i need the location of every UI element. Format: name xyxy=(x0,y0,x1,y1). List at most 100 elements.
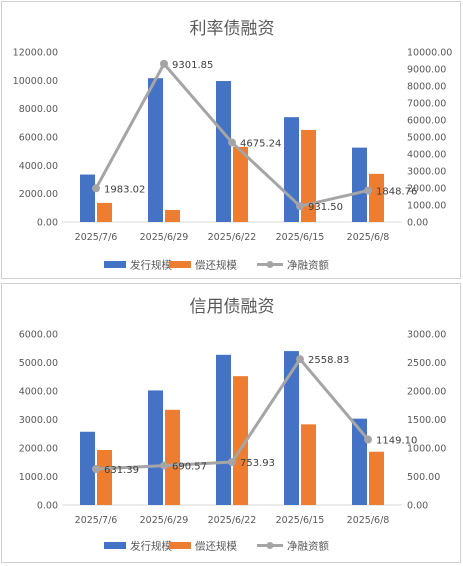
net-financing-point xyxy=(228,138,236,147)
net-financing-point xyxy=(364,435,372,444)
x-tick-label: 2025/7/6 xyxy=(75,515,118,526)
data-label: 1983.02 xyxy=(104,184,145,195)
bar-repayment xyxy=(97,449,112,505)
legend-repayment-swatch xyxy=(169,261,191,268)
data-label: 1149.10 xyxy=(376,436,417,447)
y-right-tick-label: 2000.00 xyxy=(407,184,446,195)
legend-repayment-label: 偿还规模 xyxy=(195,259,237,272)
bar-repayment xyxy=(233,146,248,222)
y-right-tick-label: 2500.00 xyxy=(407,358,446,369)
y-right-tick-label: 9000.00 xyxy=(407,65,446,76)
legend-issuance-swatch xyxy=(104,261,126,268)
y-left-tick-label: 10000.00 xyxy=(13,76,58,87)
y-right-tick-label: 10000.00 xyxy=(407,48,452,59)
x-tick-label: 2025/6/29 xyxy=(140,232,189,243)
bar-repayment xyxy=(301,424,316,505)
data-label: 753.93 xyxy=(240,458,275,469)
legend-issuance-label: 发行规模 xyxy=(130,259,172,272)
net-financing-point xyxy=(228,458,236,467)
bar-issuance xyxy=(80,431,95,505)
data-label: 631.39 xyxy=(104,465,139,476)
bar-issuance xyxy=(80,174,95,222)
chart-panel-credit-bonds: 信用债融资 0.00 1000.00 2000.00 3000.00 4000.00 500… xyxy=(1,283,461,563)
y-right-tick-label: 500.00 xyxy=(407,472,440,483)
y-right-tick-label: 4000.00 xyxy=(407,150,446,161)
bar-repayment xyxy=(301,129,316,222)
y-left-tick-label: 2000.00 xyxy=(19,189,58,200)
x-tick-label: 2025/6/15 xyxy=(276,515,325,526)
chart-credit-bonds: 信用债融资 0.00 1000.00 2000.00 3000.00 4000.00 500… xyxy=(19,297,447,553)
y-left-tick-label: 4000.00 xyxy=(19,161,58,172)
data-label: 9301.85 xyxy=(172,60,213,71)
bar-issuance xyxy=(216,354,231,505)
net-financing-point xyxy=(160,59,168,68)
chart-panel-rate-bonds: 利率债融资 0.00 2000.00 4000.00 6000.00 8000.00 100… xyxy=(1,1,461,279)
y-left-tick-label: 6000.00 xyxy=(19,133,58,144)
y-right-tick-label: 1000.00 xyxy=(407,201,446,212)
chart-title: 利率债融资 xyxy=(190,19,275,39)
net-financing-point xyxy=(296,355,304,364)
bar-issuance xyxy=(284,351,299,505)
x-tick-label: 2025/6/22 xyxy=(208,515,257,526)
y-right-tick-label: 0.00 xyxy=(407,218,428,229)
net-financing-point xyxy=(92,465,100,474)
y-left-tick-label: 8000.00 xyxy=(19,104,58,115)
bar-issuance xyxy=(148,78,163,222)
legend-net-financing-label: 净融资额 xyxy=(287,540,329,553)
chart-title: 信用债融资 xyxy=(190,297,275,317)
y-right-tick-label: 3000.00 xyxy=(407,167,446,178)
y-left-tick-label: 1000.00 xyxy=(19,472,58,483)
bar-issuance xyxy=(352,418,367,505)
bar-repayment xyxy=(369,173,384,222)
data-label: 2558.83 xyxy=(308,355,349,366)
x-tick-label: 2025/6/8 xyxy=(347,232,390,243)
y-left-tick-label: 4000.00 xyxy=(19,387,58,398)
data-label: 4675.24 xyxy=(240,139,281,150)
x-tick-label: 2025/6/22 xyxy=(208,232,257,243)
bar-repayment xyxy=(165,209,180,222)
bar-repayment xyxy=(369,451,384,505)
legend-issuance-swatch xyxy=(104,542,126,549)
net-financing-point xyxy=(92,184,100,193)
legend-net-financing-marker xyxy=(266,542,274,549)
bar-repayment xyxy=(97,202,112,222)
legend-repayment-swatch xyxy=(169,542,191,549)
y-right-tick-label: 7000.00 xyxy=(407,99,446,110)
y-right-tick-label: 3000.00 xyxy=(407,330,446,341)
legend-net-financing-marker xyxy=(266,261,274,268)
legend-issuance-label: 发行规模 xyxy=(130,540,172,553)
y-left-tick-label: 6000.00 xyxy=(19,330,58,341)
bar-repayment xyxy=(165,409,180,505)
y-right-tick-label: 6000.00 xyxy=(407,116,446,127)
net-financing-point xyxy=(364,186,372,195)
bar-issuance xyxy=(352,147,367,222)
bar-issuance xyxy=(148,390,163,505)
net-financing-point xyxy=(296,202,304,211)
y-left-tick-label: 0.00 xyxy=(37,218,58,229)
y-left-tick-label: 5000.00 xyxy=(19,358,58,369)
y-right-tick-label: 1000.00 xyxy=(407,444,446,455)
data-label: 690.57 xyxy=(172,462,207,473)
y-right-tick-label: 8000.00 xyxy=(407,82,446,93)
y-left-tick-label: 2000.00 xyxy=(19,444,58,455)
data-label: 931.50 xyxy=(308,202,343,213)
net-financing-line xyxy=(95,356,370,471)
legend-repayment-label: 偿还规模 xyxy=(195,540,237,553)
chart-rate-bonds: 利率债融资 0.00 2000.00 4000.00 6000.00 8000.00 100… xyxy=(13,19,453,272)
x-tick-label: 2025/6/15 xyxy=(276,232,325,243)
y-right-tick-label: 5000.00 xyxy=(407,133,446,144)
y-right-tick-label: 0.00 xyxy=(407,501,428,512)
legend-net-financing-label: 净融资额 xyxy=(287,259,329,272)
bar-repayment xyxy=(233,376,248,505)
data-label: 1848.76 xyxy=(376,187,417,198)
y-left-tick-label: 3000.00 xyxy=(19,415,58,426)
x-tick-label: 2025/6/8 xyxy=(347,515,390,526)
y-right-tick-label: 1500.00 xyxy=(407,415,446,426)
y-left-tick-label: 0.00 xyxy=(37,501,58,512)
x-tick-label: 2025/7/6 xyxy=(75,232,118,243)
x-tick-label: 2025/6/29 xyxy=(140,515,189,526)
y-left-tick-label: 12000.00 xyxy=(13,48,58,59)
net-financing-point xyxy=(160,461,168,470)
y-right-tick-label: 2000.00 xyxy=(407,387,446,398)
bar-issuance xyxy=(216,81,231,223)
